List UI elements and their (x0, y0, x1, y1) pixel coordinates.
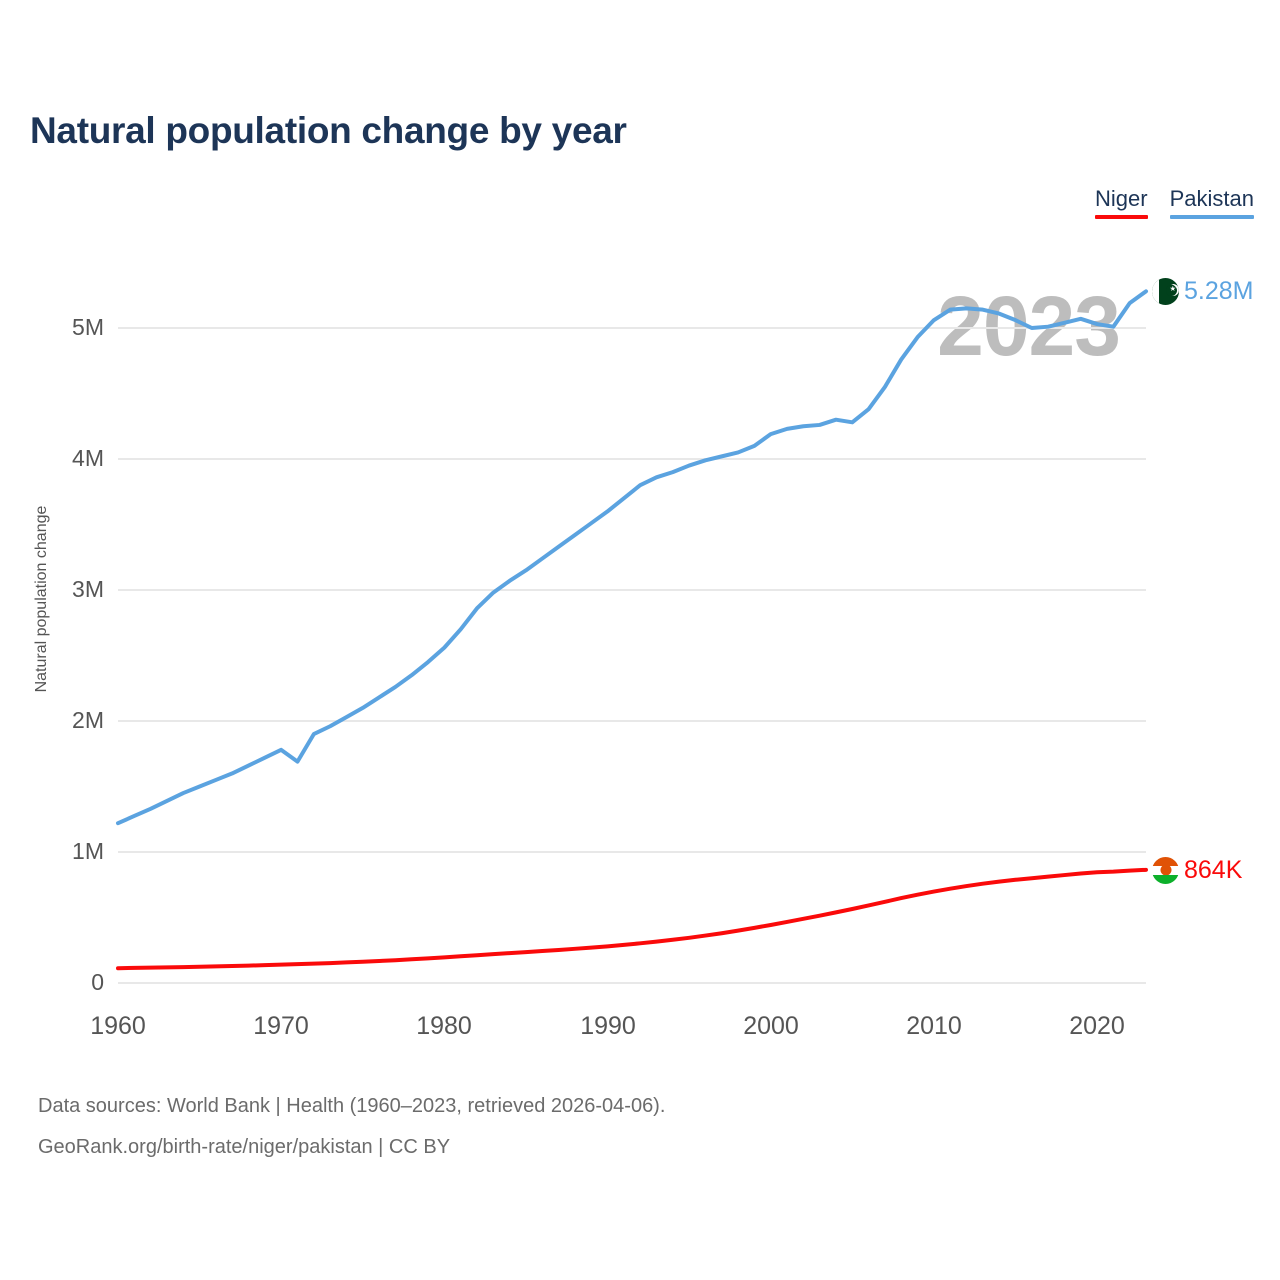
footer-data-sources: Data sources: World Bank | Health (1960–… (38, 1095, 666, 1117)
end-label-pakistan: 5.28M (1152, 277, 1253, 306)
y-tick-label: 5M (72, 314, 104, 340)
gridlines (118, 327, 1146, 984)
footer: Data sources: World Bank | Health (1960–… (38, 1086, 665, 1168)
series-line-pakistan (116, 289, 1148, 826)
end-label-value: 864K (1184, 855, 1243, 884)
legend-color-rule (1169, 215, 1254, 219)
x-tick-label: 1980 (416, 1012, 472, 1040)
x-tick-label: 1990 (580, 1012, 636, 1040)
x-tick-label: 1970 (253, 1012, 309, 1040)
y-tick-label: 3M (72, 576, 104, 602)
niger-flag-icon (1152, 856, 1179, 884)
chart-canvas (116, 289, 1148, 984)
legend-item-label: Pakistan (1169, 186, 1254, 211)
x-tick-label: 2000 (743, 1012, 799, 1040)
y-tick-label: 1M (72, 838, 104, 864)
x-tick-label: 1960 (90, 1012, 146, 1040)
series-lines (116, 289, 1148, 971)
legend-item-label: Niger (1095, 186, 1148, 211)
end-label-value: 5.28M (1184, 277, 1254, 306)
page-title: Natural population change by year (30, 110, 627, 151)
series-line-niger (116, 867, 1148, 971)
y-tick-label: 2M (72, 707, 104, 733)
legend-item-niger[interactable]: Niger (1095, 186, 1148, 219)
legend: Niger Pakistan (1095, 186, 1254, 219)
x-tick-label: 2010 (906, 1012, 962, 1040)
plot-area: Natural population change 2023 0 1M 2M 3… (0, 240, 1280, 1040)
y-tick-label: 4M (72, 445, 104, 471)
x-tick-label: 2020 (1069, 1012, 1125, 1040)
footer-attribution: GeoRank.org/birth-rate/niger/pakistan | … (38, 1136, 451, 1158)
y-tick-label: 0 (91, 969, 104, 995)
end-label-niger: 864K (1152, 856, 1242, 885)
legend-color-rule (1095, 215, 1148, 219)
legend-item-pakistan[interactable]: Pakistan (1169, 186, 1254, 219)
pakistan-flag-icon (1152, 278, 1179, 306)
